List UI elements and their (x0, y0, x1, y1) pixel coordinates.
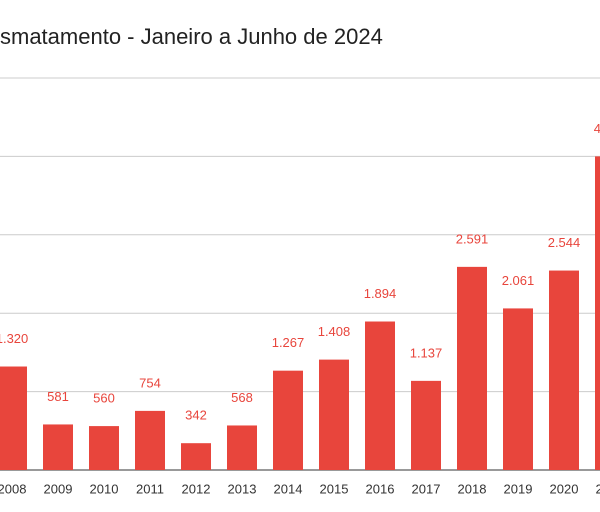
x-tick-label: 2015 (320, 481, 349, 496)
value-label: 2.591 (456, 231, 489, 246)
x-tick-label: 2010 (90, 481, 119, 496)
value-label: 581 (47, 389, 69, 404)
x-tick-label: 2019 (504, 481, 533, 496)
x-tick-label: 2017 (412, 481, 441, 496)
bar (411, 380, 441, 470)
bar (0, 366, 27, 470)
bar (549, 270, 579, 470)
x-tick-label: 2009 (44, 481, 73, 496)
x-tick-label: 2008 (0, 481, 26, 496)
x-tick-label: 2020 (550, 481, 579, 496)
value-label: 1.320 (0, 331, 28, 346)
x-tick-label: 2021 (596, 481, 600, 496)
x-tick-label: 2011 (136, 481, 164, 496)
value-label: 2.061 (502, 273, 535, 288)
bar (227, 425, 257, 470)
value-label: 560 (93, 391, 115, 406)
bar (135, 410, 165, 470)
value-label: 2.544 (548, 235, 581, 250)
bar (365, 321, 395, 470)
bar (273, 370, 303, 470)
value-label: 342 (185, 408, 207, 423)
bar (595, 156, 600, 470)
x-tick-label: 2018 (458, 481, 487, 496)
bar (89, 426, 119, 470)
value-label: 4.000 (594, 121, 600, 136)
x-tick-label: 2013 (228, 481, 257, 496)
bar (181, 443, 211, 470)
value-label: 1.137 (410, 345, 443, 360)
value-label: 568 (231, 390, 253, 405)
bar (319, 359, 349, 470)
bar (503, 308, 533, 470)
chart-title: smatamento - Janeiro a Junho de 2024 (0, 24, 383, 49)
x-tick-label: 2016 (366, 481, 395, 496)
x-tick-label: 2014 (274, 481, 303, 496)
value-label: 754 (139, 375, 161, 390)
value-label: 1.894 (364, 286, 397, 301)
value-label: 1.408 (318, 324, 351, 339)
value-label: 1.267 (272, 335, 305, 350)
x-tick-label: 2012 (182, 481, 211, 496)
bar (43, 424, 73, 470)
bar (457, 266, 487, 470)
